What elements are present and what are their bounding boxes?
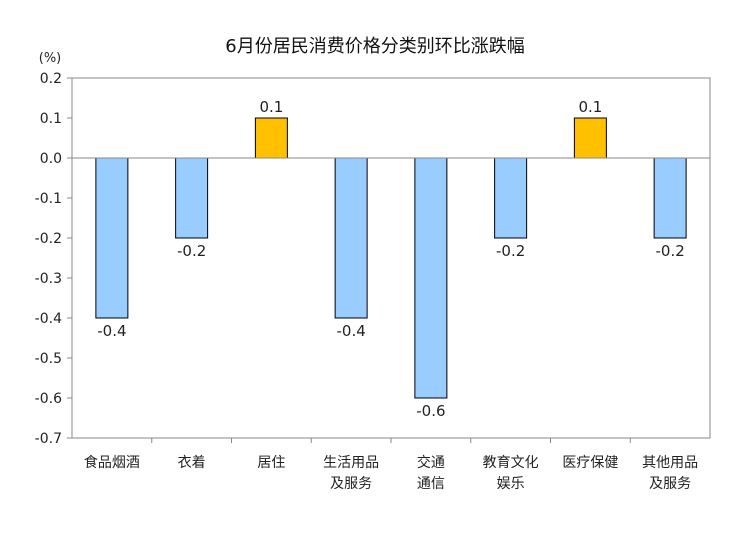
y-tick-label: -0.7 — [35, 431, 62, 447]
y-tick-label: -0.1 — [35, 191, 62, 207]
category-label: 医疗保健 — [562, 455, 618, 471]
category-label: 生活用品 — [323, 455, 379, 471]
data-label: 0.1 — [259, 98, 283, 116]
bar — [414, 157, 448, 399]
y-tick-label: -0.4 — [35, 311, 62, 327]
y-axis-ticks: 0.2 0.1 0.0 -0.1 -0.2 -0.3 -0.4 -0.5 -0.6 -0.7 — [35, 71, 72, 447]
y-tick-label: 0.2 — [40, 71, 62, 87]
bar — [653, 157, 687, 239]
y-tick-label: 0.0 — [40, 151, 62, 167]
category-label: 食品烟酒 — [84, 454, 140, 471]
chart-title: 6月份居民消费价格分类别环比涨跌幅 — [225, 36, 524, 57]
data-label: -0.2 — [177, 242, 206, 260]
y-tick-label: -0.3 — [35, 271, 62, 287]
bar — [573, 117, 607, 159]
bar — [494, 157, 528, 239]
data-label: -0.4 — [336, 322, 365, 340]
category-label: 交通 — [417, 454, 445, 471]
y-tick-label: -0.2 — [35, 231, 62, 247]
bars: -0.4 -0.2 0.1 -0.4 -0.6 -0.2 0.1 -0.2 — [95, 98, 687, 420]
category-label: 通信 — [417, 476, 445, 492]
category-label: 衣着 — [178, 455, 206, 471]
y-unit-label: (%) — [39, 51, 62, 66]
data-label: -0.6 — [416, 402, 445, 420]
bar — [334, 157, 368, 319]
data-label: -0.2 — [496, 242, 525, 260]
y-tick-label: 0.1 — [40, 111, 62, 127]
y-tick-label: -0.6 — [35, 391, 62, 407]
plot-frame — [71, 77, 711, 439]
bar — [95, 157, 129, 319]
category-label: 及服务 — [330, 476, 372, 492]
category-label: 其他用品 — [642, 455, 698, 471]
category-label: 娱乐 — [497, 476, 525, 492]
data-label: -0.2 — [655, 242, 684, 260]
data-label: 0.1 — [578, 98, 602, 116]
y-tick-label: -0.5 — [35, 351, 62, 367]
category-label: 及服务 — [649, 476, 691, 492]
bar — [254, 117, 288, 159]
bar — [175, 157, 209, 239]
category-label: 教育文化 — [483, 455, 539, 471]
category-label: 居住 — [257, 455, 285, 471]
data-label: -0.4 — [97, 322, 126, 340]
